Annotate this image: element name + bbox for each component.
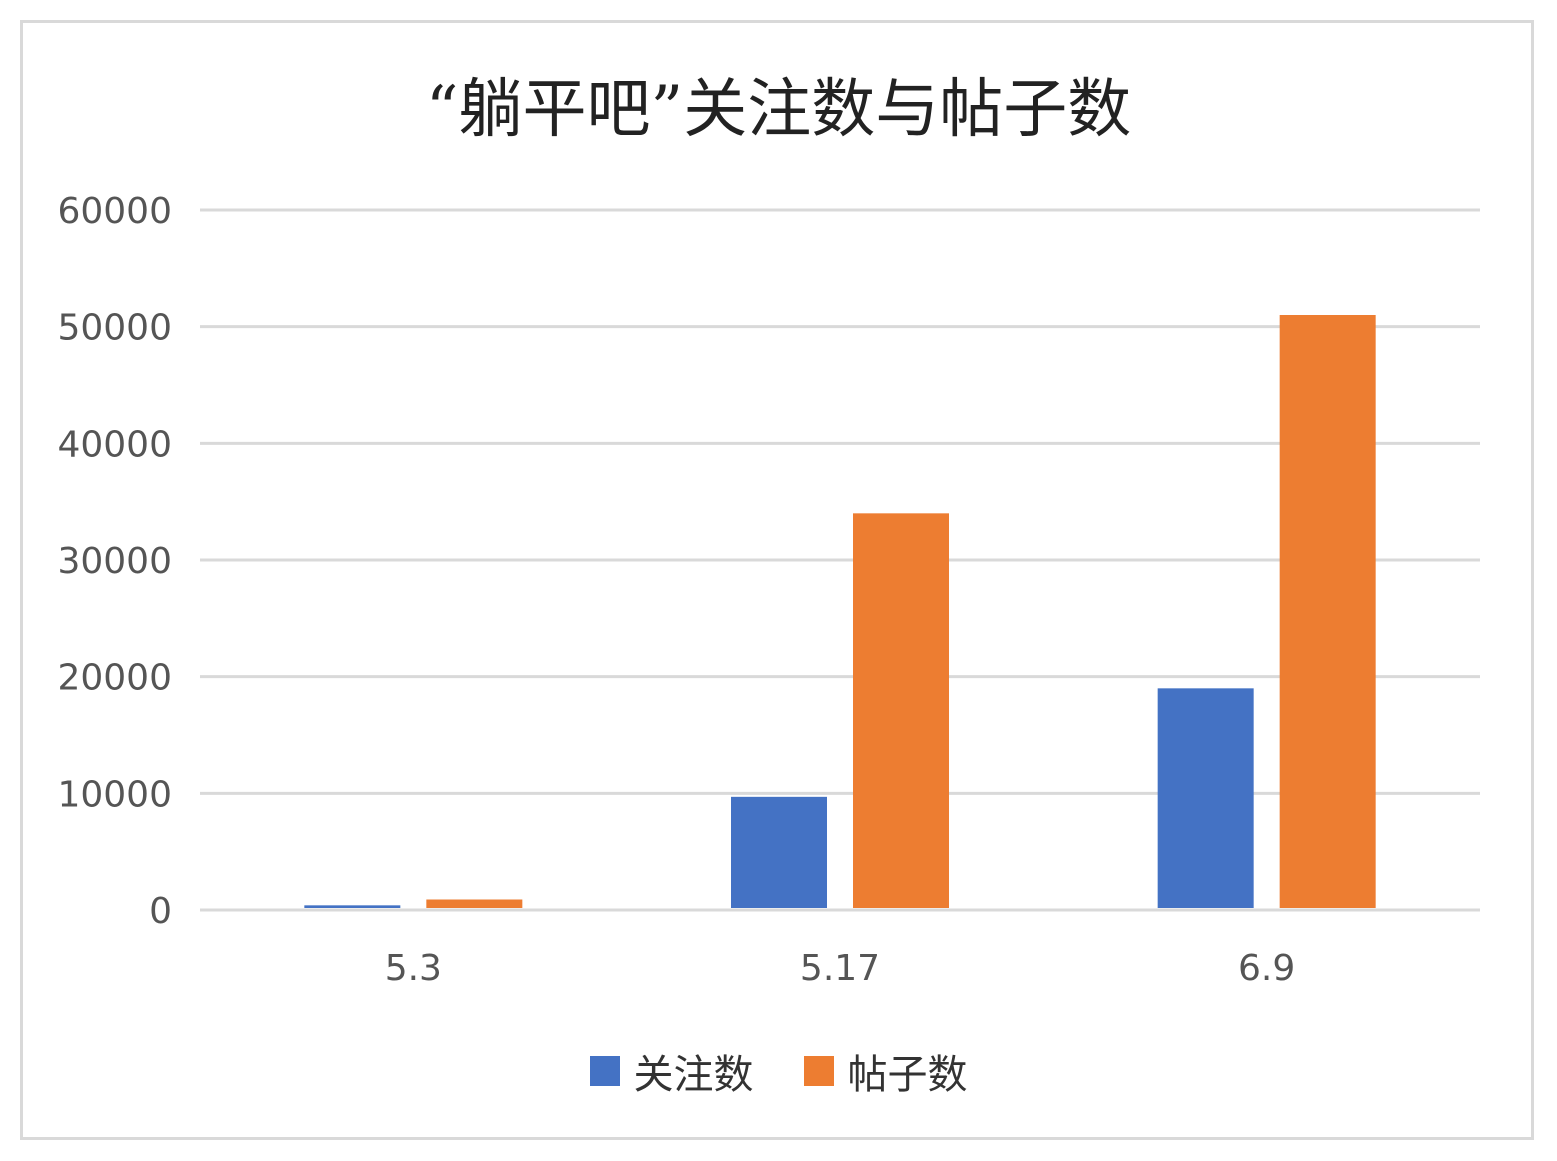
y-tick-label: 30000 xyxy=(57,541,172,582)
legend-item-series-1: 帖子数 xyxy=(803,1042,968,1100)
bar-series-0-5.17 xyxy=(731,796,827,908)
bar-series-1-5.3 xyxy=(426,899,523,908)
bars xyxy=(304,315,1376,908)
legend-label-series-1: 帖子数 xyxy=(847,1052,968,1098)
bar-series-1-6.9 xyxy=(1279,315,1376,908)
x-axis-ticks: 5.3 5.17 6.9 xyxy=(385,948,1296,989)
legend-item-series-0: 关注数 xyxy=(589,1042,754,1100)
legend: 关注数 帖子数 xyxy=(0,1042,1557,1100)
legend-swatch-series-1 xyxy=(803,1056,834,1086)
y-tick-label: 60000 xyxy=(57,191,172,232)
y-tick-label: 10000 xyxy=(57,774,172,815)
bar-series-1-5.17 xyxy=(853,513,949,908)
x-tick-label: 5.3 xyxy=(385,948,442,989)
bar-series-0-6.9 xyxy=(1157,688,1254,908)
gridlines xyxy=(200,208,1480,912)
y-tick-label: 20000 xyxy=(57,658,172,699)
y-tick-label: 50000 xyxy=(57,308,172,349)
chart-title: “躺平吧”关注数与帖子数 xyxy=(425,73,1132,147)
legend-label-series-0: 关注数 xyxy=(633,1052,754,1098)
x-tick-label: 5.17 xyxy=(800,948,880,989)
y-tick-label: 0 xyxy=(149,891,172,932)
legend-swatch-series-0 xyxy=(589,1056,620,1086)
bar-series-0-5.3 xyxy=(304,905,401,908)
y-tick-label: 40000 xyxy=(57,424,172,465)
y-axis-ticks: 0 10000 20000 30000 40000 50000 60000 xyxy=(57,191,172,932)
x-tick-label: 6.9 xyxy=(1238,948,1295,989)
